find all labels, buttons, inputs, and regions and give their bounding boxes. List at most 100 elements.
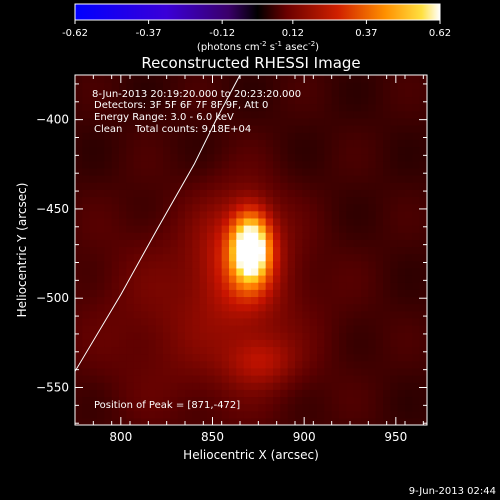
heatmap-cell <box>309 410 318 419</box>
heatmap-cell <box>251 396 259 405</box>
heatmap-cell <box>361 89 369 98</box>
heatmap-cell <box>221 175 230 183</box>
heatmap-cell <box>258 125 267 133</box>
heatmap-cell <box>412 346 421 355</box>
heatmap-cell <box>405 332 413 340</box>
heatmap-cell <box>214 203 223 212</box>
heatmap-cell <box>177 196 186 205</box>
heatmap-cell <box>383 403 391 412</box>
heatmap-cell <box>155 260 164 269</box>
heatmap-cell <box>419 203 427 212</box>
heatmap-cell <box>419 132 427 140</box>
heatmap-cell <box>155 375 164 383</box>
heatmap-cell <box>324 282 333 290</box>
heatmap-cell <box>177 410 186 419</box>
heatmap-cell <box>339 160 347 169</box>
heatmap-cell <box>375 217 384 226</box>
heatmap-cell <box>89 153 98 162</box>
heatmap-cell <box>309 310 318 319</box>
heatmap-cell <box>302 275 311 283</box>
heatmap-cell <box>412 189 421 198</box>
heatmap-cell <box>368 325 377 333</box>
heatmap-cell <box>89 353 98 362</box>
heatmap-cell <box>251 389 259 398</box>
heatmap-cell <box>214 403 223 412</box>
heatmap-cell <box>295 96 303 105</box>
heatmap-cell <box>346 246 355 255</box>
heatmap-cell <box>412 103 421 112</box>
heatmap-cell <box>111 146 120 155</box>
heatmap-cell <box>287 96 296 105</box>
heatmap-cell <box>295 89 303 98</box>
heatmap-cell <box>302 403 311 412</box>
heatmap-cell <box>221 375 230 383</box>
heatmap-cell <box>331 260 340 269</box>
heatmap-cell <box>229 353 237 362</box>
heatmap-cell <box>221 132 230 140</box>
heatmap-cell <box>192 325 201 333</box>
heatmap-cell <box>229 389 237 398</box>
heatmap-cell <box>133 232 142 240</box>
heatmap-cell <box>361 96 369 105</box>
heatmap-cell <box>192 239 201 248</box>
heatmap-cell <box>141 325 149 333</box>
heatmap-cell <box>287 260 296 269</box>
heatmap-cell <box>133 403 142 412</box>
heatmap-cell <box>317 175 325 183</box>
heatmap-cell <box>368 132 377 140</box>
heatmap-cell <box>273 203 281 212</box>
heatmap-cell <box>324 253 333 262</box>
heatmap-cell <box>331 296 340 305</box>
heatmap-cell <box>185 353 193 362</box>
heatmap-cell <box>221 360 230 369</box>
heatmap-cell <box>324 310 333 319</box>
heatmap-cell <box>185 296 193 305</box>
heatmap-cell <box>397 232 406 240</box>
heatmap-cell <box>119 389 127 398</box>
heatmap-cell <box>287 317 296 326</box>
heatmap-cell <box>126 239 135 248</box>
heatmap-cell <box>148 360 157 369</box>
heatmap-cell <box>287 160 296 169</box>
heatmap-cell <box>119 89 127 98</box>
heatmap-cell <box>155 153 164 162</box>
heatmap-cell <box>229 167 237 176</box>
heatmap-cell <box>214 182 223 190</box>
heatmap-cell <box>339 125 347 133</box>
heatmap-cell <box>119 153 127 162</box>
heatmap-cell <box>163 82 171 90</box>
heatmap-cell <box>317 139 325 148</box>
heatmap-cell <box>324 232 333 240</box>
heatmap-cell <box>405 75 413 83</box>
heatmap-cell <box>155 175 164 183</box>
heatmap-cell <box>236 117 245 126</box>
heatmap-cell <box>273 132 281 140</box>
heatmap-cell <box>104 139 113 148</box>
heatmap-cell <box>251 239 259 248</box>
heatmap-cell <box>192 382 201 390</box>
heatmap-cell <box>405 146 413 155</box>
heatmap-cell <box>111 367 120 376</box>
heatmap-cell <box>287 82 296 90</box>
heatmap-cell <box>324 146 333 155</box>
heatmap-cell <box>243 217 252 226</box>
heatmap-cell <box>412 417 421 425</box>
heatmap-cell <box>295 160 303 169</box>
heatmap-cell <box>390 110 399 119</box>
heatmap-cell <box>111 160 120 169</box>
heatmap-cell <box>375 82 384 90</box>
heatmap-cell <box>185 125 193 133</box>
heatmap-cell <box>75 346 83 355</box>
heatmap-cell <box>104 182 113 190</box>
heatmap-cell <box>383 260 391 269</box>
heatmap-cell <box>163 275 171 283</box>
heatmap-cell <box>397 389 406 398</box>
heatmap-cell <box>346 296 355 305</box>
heatmap-cell <box>185 203 193 212</box>
heatmap-cell <box>126 89 135 98</box>
heatmap-cell <box>148 110 157 119</box>
heatmap-cell <box>295 339 303 348</box>
heatmap-cell <box>214 375 223 383</box>
heatmap-cell <box>383 210 391 219</box>
heatmap-cell <box>265 246 274 255</box>
